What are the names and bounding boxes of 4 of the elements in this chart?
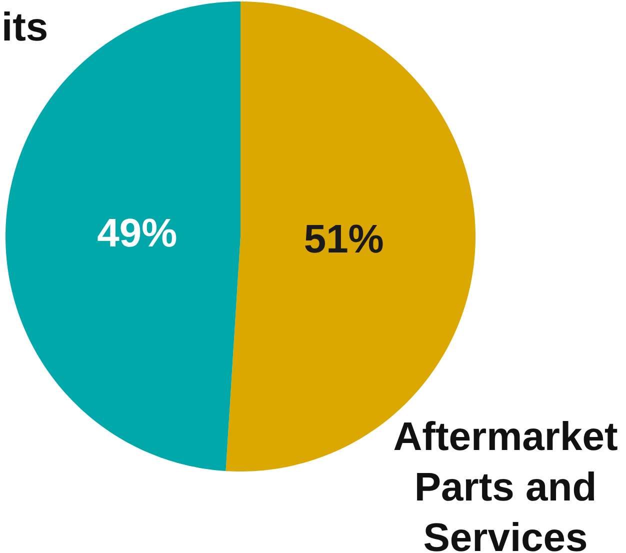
- data-label: 51%: [304, 218, 384, 262]
- data-label: 49%: [97, 211, 178, 256]
- slice-label: Aftermarket Parts and Services: [393, 414, 618, 553]
- slice-label: its: [2, 6, 48, 50]
